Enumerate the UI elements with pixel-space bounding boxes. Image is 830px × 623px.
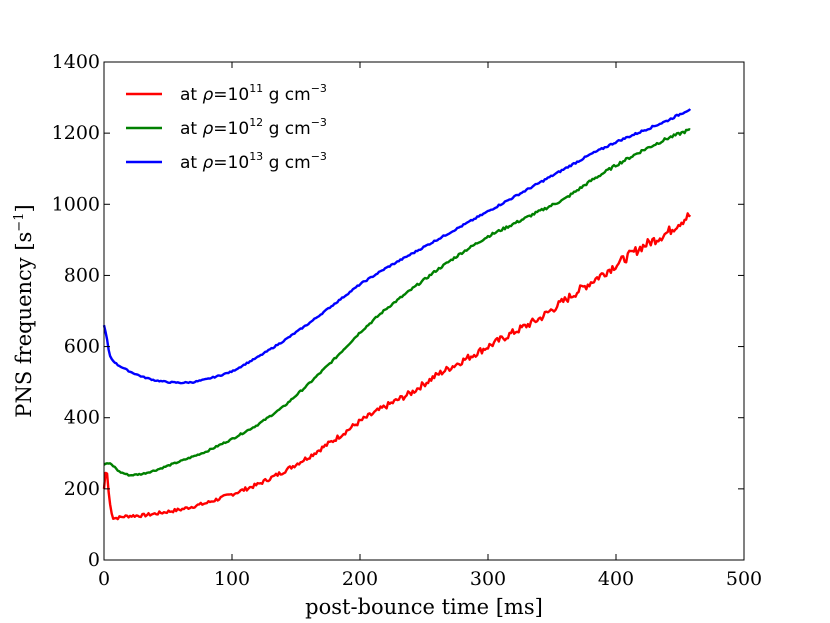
y-axis-label-group: PNS frequency [s−1] — [12, 204, 36, 417]
y-tick-label: 1400 — [52, 51, 100, 73]
series-line-2 — [103, 128, 691, 477]
y-tick-label: 0 — [88, 549, 100, 571]
legend-label-1: at ρ=1011 g cm−3 — [180, 82, 327, 105]
legend-label-2: at ρ=1012 g cm−3 — [180, 116, 327, 139]
x-tick-label: 100 — [214, 568, 250, 590]
x-tick-label: 500 — [726, 568, 762, 590]
y-tick-label: 1000 — [52, 193, 100, 215]
series-line-3 — [102, 108, 692, 385]
plot-layer — [102, 108, 692, 521]
x-axis-label: post-bounce time [ms] — [305, 595, 543, 619]
x-tick-label: 200 — [342, 568, 378, 590]
x-tick-label: 300 — [470, 568, 506, 590]
series-line-1 — [102, 212, 692, 521]
y-axis-label: PNS frequency [s−1] — [12, 204, 36, 417]
x-tick-label: 400 — [598, 568, 634, 590]
y-tick-label: 200 — [64, 478, 100, 500]
y-tick-label: 600 — [64, 336, 100, 358]
legend: at ρ=1011 g cm−3 at ρ=1012 g cm−3 at ρ=101… — [126, 82, 327, 173]
x-tick-label: 0 — [98, 568, 110, 590]
y-tick-label: 1200 — [52, 122, 100, 144]
legend-label-3: at ρ=1013 g cm−3 — [180, 150, 327, 173]
y-tick-label: 800 — [64, 264, 100, 286]
tick-layer: 0 100 200 300 400 500 0 200 400 600 800 1000 1200 140… — [52, 51, 762, 590]
y-axis-label-sup: −1 — [12, 213, 27, 232]
y-axis-label-close: ] — [12, 204, 36, 212]
plot-frame — [103, 61, 745, 561]
y-tick-label: 400 — [64, 407, 100, 429]
y-axis-label-main: PNS frequency [s — [12, 232, 36, 418]
